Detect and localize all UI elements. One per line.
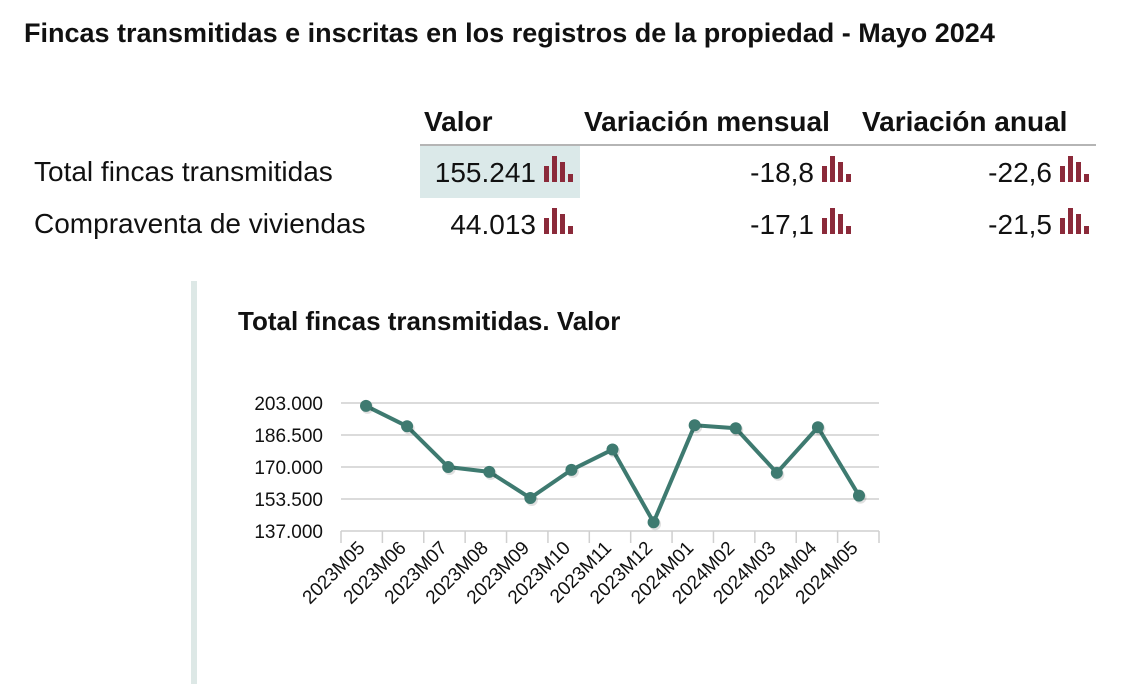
data-point <box>483 465 496 478</box>
page-title: Fincas transmitidas e inscritas en los r… <box>24 18 995 48</box>
y-tick-label: 137.000 <box>254 522 323 543</box>
anual-cell[interactable]: -22,6 <box>858 146 1096 198</box>
icon-bar <box>568 173 573 182</box>
kpi-row-compraventa[interactable]: Compraventa de viviendas 44.013 -17,1 -2… <box>24 198 1096 250</box>
data-point <box>853 489 865 502</box>
icon-bar <box>560 161 565 182</box>
data-point <box>401 420 414 433</box>
data-point <box>647 516 660 529</box>
bar-chart-icon[interactable] <box>1060 207 1092 241</box>
icon-bar <box>822 217 827 234</box>
icon-bar <box>1068 207 1073 234</box>
valor-cell[interactable]: 155.241 <box>420 146 580 198</box>
icon-bar <box>544 165 549 182</box>
kpi-header-valor: Valor <box>420 100 580 146</box>
valor-cell[interactable]: 44.013 <box>420 198 580 250</box>
data-point <box>360 399 372 412</box>
icon-bar <box>1084 225 1089 234</box>
icon-bar <box>560 213 565 234</box>
chart-title: Total fincas transmitidas. Valor <box>238 306 621 336</box>
row-label: Compraventa de viviendas <box>34 208 366 239</box>
anual-value: -22,6 <box>988 156 1052 188</box>
icon-bar <box>830 207 835 234</box>
data-point <box>524 492 537 505</box>
kpi-header-variacion-anual: Variación anual <box>858 100 1096 146</box>
icon-bar <box>846 225 851 234</box>
chart-left-border <box>191 281 197 684</box>
mensual-value: -18,8 <box>750 156 814 188</box>
kpi-table: Valor Variación mensual Variación anual … <box>24 100 1096 250</box>
y-tick-label: 170.000 <box>254 458 323 479</box>
anual-value: -21,5 <box>988 208 1052 240</box>
data-point <box>565 463 578 476</box>
anual-cell[interactable]: -21,5 <box>858 198 1096 250</box>
mensual-cell[interactable]: -17,1 <box>580 198 858 250</box>
icon-bar <box>568 225 573 234</box>
y-tick-label: 203.000 <box>254 394 323 415</box>
bar-chart-icon[interactable] <box>1060 155 1092 189</box>
icon-bar <box>1076 213 1081 234</box>
kpi-header-variacion-mensual: Variación mensual <box>580 100 858 146</box>
icon-bar <box>838 213 843 234</box>
mensual-cell[interactable]: -18,8 <box>580 146 858 198</box>
y-tick-label: 186.500 <box>254 426 323 447</box>
kpi-header-row: Valor Variación mensual Variación anual <box>24 100 1096 146</box>
icon-bar <box>552 155 557 182</box>
icon-bar <box>838 161 843 182</box>
icon-bar <box>822 165 827 182</box>
data-point <box>770 466 783 479</box>
mensual-value: -17,1 <box>750 208 814 240</box>
data-point <box>729 422 742 435</box>
icon-bar <box>1076 161 1081 182</box>
series-line <box>365 404 861 525</box>
icon-bar <box>1060 165 1065 182</box>
icon-bar <box>1060 217 1065 234</box>
bar-chart-icon[interactable] <box>544 155 576 189</box>
bar-chart-icon[interactable] <box>822 207 854 241</box>
icon-bar <box>544 217 549 234</box>
bar-chart-icon[interactable] <box>822 155 854 189</box>
icon-bar <box>552 207 557 234</box>
row-label: Total fincas transmitidas <box>34 156 333 187</box>
y-tick-label: 153.500 <box>254 490 323 511</box>
icon-bar <box>846 173 851 182</box>
data-point <box>688 419 701 432</box>
icon-bar <box>1068 155 1073 182</box>
data-point <box>811 421 824 434</box>
data-point <box>606 443 619 456</box>
valor-value: 155.241 <box>434 156 536 188</box>
data-point <box>442 461 455 473</box>
valor-value: 44.013 <box>450 208 536 240</box>
icon-bar <box>830 155 835 182</box>
icon-bar <box>1084 173 1089 182</box>
kpi-row-total-fincas[interactable]: Total fincas transmitidas 155.241 -18,8 … <box>24 146 1096 198</box>
bar-chart-icon[interactable] <box>544 207 576 241</box>
